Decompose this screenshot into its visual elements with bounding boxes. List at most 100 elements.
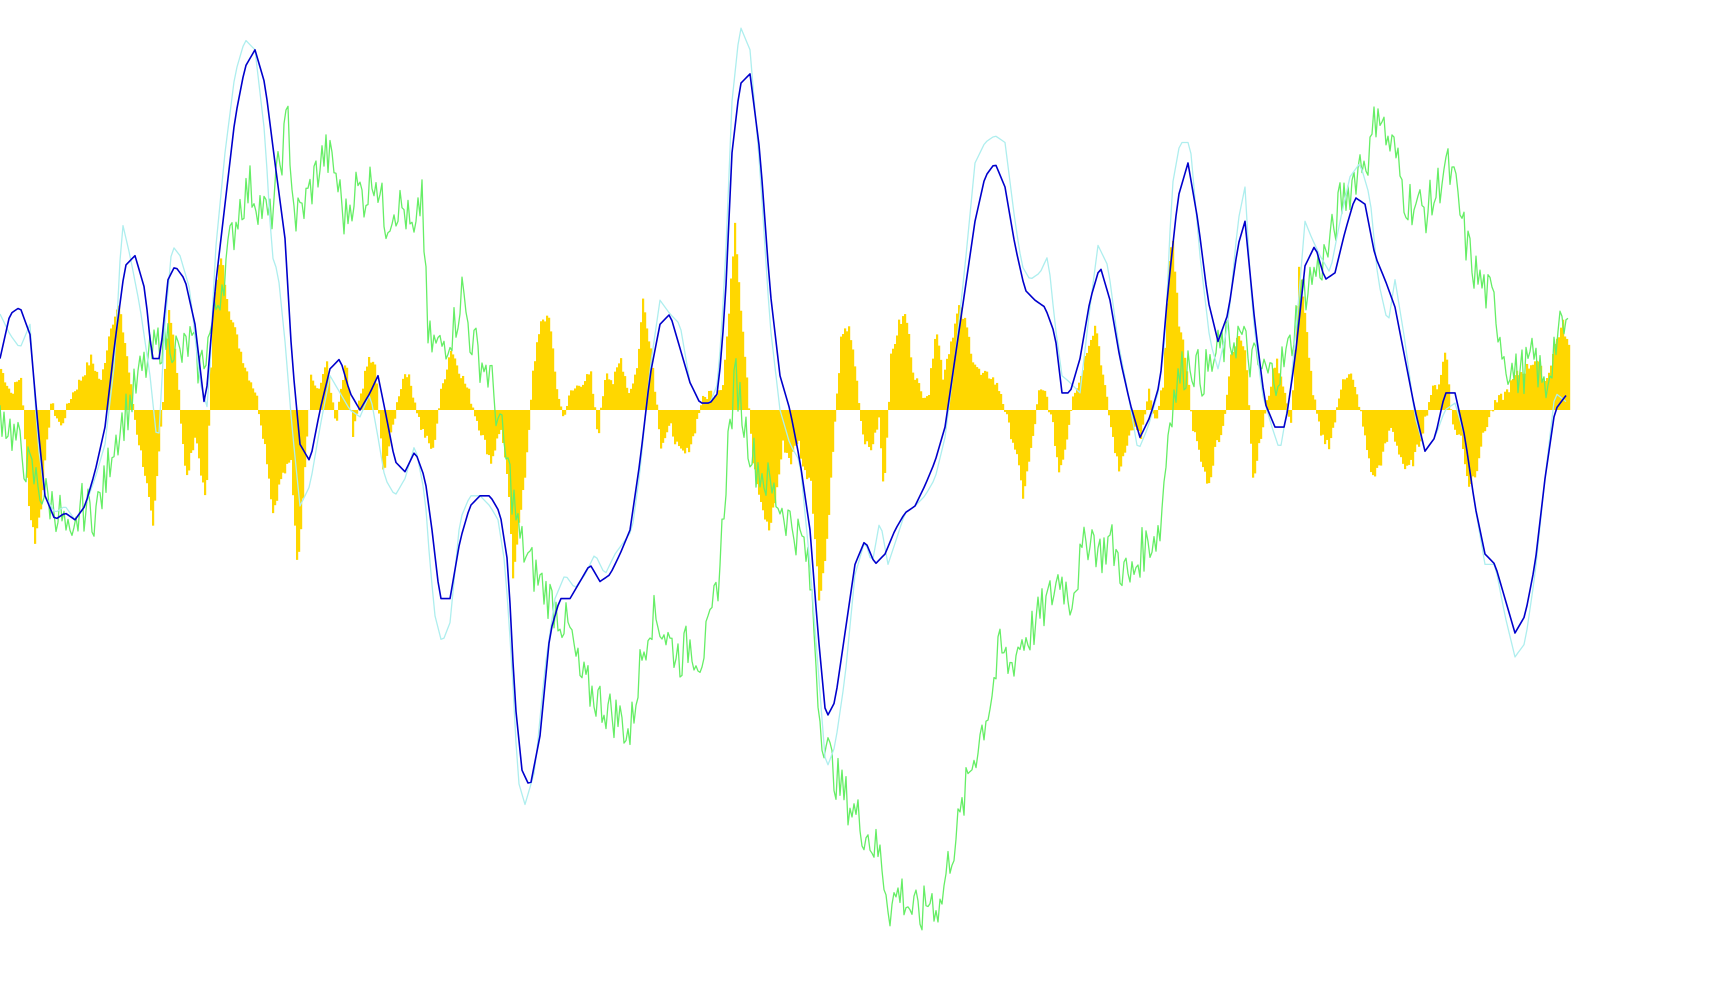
histogram-bar [118, 305, 121, 410]
histogram-bar [466, 387, 469, 410]
histogram-bar [1006, 410, 1009, 415]
histogram-bar [1162, 387, 1165, 410]
histogram-bar [304, 410, 307, 468]
histogram-bar [1096, 333, 1099, 410]
histogram-bar [1358, 406, 1361, 410]
histogram-bar [722, 385, 725, 410]
histogram-bar [1240, 340, 1243, 410]
histogram-bar [804, 410, 807, 471]
histogram-bar [958, 305, 961, 410]
histogram-bar [1038, 390, 1041, 410]
histogram-bar [918, 383, 921, 410]
histogram-bar [884, 410, 887, 474]
histogram-bar [1506, 389, 1509, 410]
histogram-bar [848, 326, 851, 410]
histogram-bar [652, 367, 655, 410]
histogram-bar [1150, 400, 1153, 410]
histogram-bar [1034, 410, 1037, 425]
histogram-bar [774, 410, 777, 504]
histogram-bar [1016, 410, 1019, 455]
histogram-bar [826, 410, 829, 539]
histogram-bar [1382, 410, 1385, 452]
histogram-bar [532, 370, 535, 410]
histogram-bar [1248, 405, 1251, 410]
histogram-bar [446, 369, 449, 410]
histogram-bar [190, 410, 193, 453]
histogram-bar [816, 410, 819, 567]
histogram-bar [1114, 410, 1117, 454]
histogram-bar [662, 410, 665, 443]
histogram-bar [16, 381, 19, 410]
histogram-bar [396, 402, 399, 410]
histogram-bar [1178, 326, 1181, 410]
histogram-bar [274, 410, 277, 506]
histogram-bar [1384, 410, 1387, 444]
histogram-bar [270, 410, 273, 500]
histogram-bar [712, 397, 715, 410]
histogram-bar [868, 410, 871, 447]
histogram-bar [588, 374, 591, 410]
histogram-bar [194, 410, 197, 438]
histogram-bar [422, 410, 425, 429]
histogram-bar [122, 332, 125, 410]
histogram-bar [646, 328, 649, 410]
histogram-bar [1226, 394, 1229, 410]
histogram-bar [598, 410, 601, 434]
histogram-bar [564, 410, 567, 415]
histogram-bar [1024, 410, 1027, 487]
histogram-bar [1220, 410, 1223, 436]
histogram-bar [518, 410, 521, 523]
histogram-bar [1390, 410, 1393, 428]
histogram-bar [1052, 410, 1055, 423]
histogram-bar [1314, 399, 1317, 410]
histogram-bar [344, 365, 347, 410]
histogram-bar [1324, 410, 1327, 445]
histogram-bar [1292, 390, 1295, 410]
histogram-bar [910, 357, 913, 410]
histogram-bar [580, 386, 583, 410]
histogram-bar [1008, 410, 1011, 423]
histogram-bar [1138, 410, 1141, 432]
histogram-bar [252, 388, 255, 410]
histogram-bar [608, 379, 611, 410]
histogram-bar [854, 366, 857, 410]
histogram-bar [610, 380, 613, 410]
histogram-bar [726, 336, 729, 410]
histogram-bar [654, 391, 657, 410]
histogram-bar [472, 407, 475, 410]
histogram-bar [1346, 377, 1349, 410]
histogram-bar [168, 310, 171, 410]
histogram-bar [286, 410, 289, 464]
histogram-bar [1208, 410, 1211, 484]
histogram-bar [434, 410, 437, 440]
histogram-bar [1174, 271, 1177, 410]
histogram-bar [698, 410, 701, 414]
histogram-bar [1126, 410, 1129, 446]
histogram-bar [808, 410, 811, 478]
histogram-bar [166, 338, 169, 410]
histogram-bar [310, 374, 313, 410]
histogram-bar [1002, 404, 1005, 410]
histogram-bar [526, 410, 529, 453]
histogram-bar [792, 410, 795, 452]
histogram-bar [228, 311, 231, 410]
histogram-bar [880, 410, 883, 449]
histogram-bar [1444, 352, 1447, 410]
histogram-bar [742, 331, 745, 410]
histogram-bar [998, 391, 1001, 410]
line-series [0, 27, 1569, 931]
histogram-bar [586, 374, 589, 410]
histogram-bar [720, 390, 723, 410]
histogram-bar [744, 356, 747, 410]
histogram-bar [1422, 410, 1425, 434]
histogram-bar [1490, 410, 1493, 411]
histogram-bar [1244, 350, 1247, 410]
histogram-bar [706, 399, 709, 410]
histogram-bar [144, 410, 147, 476]
histogram-bar [250, 382, 253, 410]
histogram-bar [24, 410, 27, 440]
histogram-bar [416, 410, 419, 414]
histogram-bar [478, 410, 481, 431]
histogram-bar [1042, 390, 1045, 410]
